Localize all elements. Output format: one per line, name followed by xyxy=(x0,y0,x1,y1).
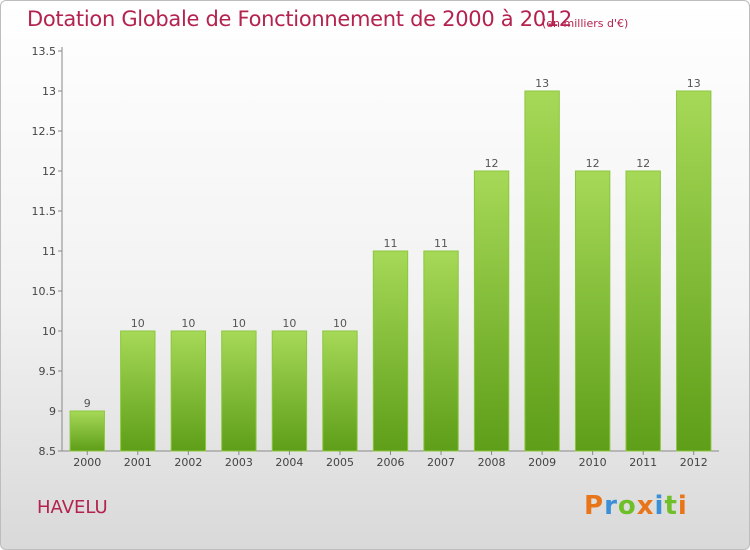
logo-letter: i xyxy=(654,491,665,521)
x-tick-label: 2010 xyxy=(579,456,607,469)
bar xyxy=(423,250,459,452)
bar xyxy=(69,410,105,452)
bar xyxy=(372,250,409,452)
y-tick-label: 13.5 xyxy=(32,45,57,58)
bar xyxy=(524,90,560,452)
bar-value-label: 12 xyxy=(586,157,600,170)
bar xyxy=(322,330,358,452)
x-tick-label: 2000 xyxy=(73,456,101,469)
logo-letter: r xyxy=(604,491,618,521)
bar-value-label: 10 xyxy=(333,317,347,330)
x-tick-label: 2003 xyxy=(225,456,253,469)
bar xyxy=(473,170,510,452)
x-tick-label: 2004 xyxy=(275,456,303,469)
y-tick-label: 11.5 xyxy=(32,205,57,218)
bar-value-label: 12 xyxy=(636,157,650,170)
y-tick-label: 8.5 xyxy=(39,445,57,458)
logo-letter: x xyxy=(636,491,655,521)
chart-subtitle: (en milliers d'€) xyxy=(542,17,629,30)
bar-value-label: 11 xyxy=(384,237,398,250)
logo-letter: P xyxy=(584,491,605,521)
logo-letter: o xyxy=(617,491,637,521)
x-tick-label: 2012 xyxy=(680,456,708,469)
bar-value-label: 9 xyxy=(84,397,91,410)
x-tick-label: 2007 xyxy=(427,456,455,469)
x-tick-label: 2011 xyxy=(629,456,657,469)
bar-value-label: 12 xyxy=(485,157,499,170)
bar xyxy=(221,330,257,452)
bar xyxy=(625,170,661,452)
bar xyxy=(120,330,156,452)
y-tick-label: 13 xyxy=(42,85,56,98)
x-tick-label: 2008 xyxy=(478,456,506,469)
bar xyxy=(676,90,712,452)
y-tick-label: 12.5 xyxy=(32,125,57,138)
bar-value-label: 10 xyxy=(232,317,246,330)
bar-value-label: 13 xyxy=(687,77,701,90)
y-tick-label: 9 xyxy=(49,405,56,418)
x-tick-label: 2006 xyxy=(377,456,405,469)
x-tick-label: 2001 xyxy=(124,456,152,469)
x-tick-label: 2002 xyxy=(174,456,202,469)
y-tick-label: 10 xyxy=(42,325,56,338)
x-tick-label: 2009 xyxy=(528,456,556,469)
y-tick-label: 10.5 xyxy=(32,285,57,298)
y-tick-label: 12 xyxy=(42,165,56,178)
bar-value-label: 10 xyxy=(181,317,195,330)
y-tick-label: 11 xyxy=(42,245,56,258)
bar-value-label: 10 xyxy=(282,317,296,330)
bar xyxy=(170,330,207,452)
bar-value-label: 11 xyxy=(434,237,448,250)
logo-letter: t xyxy=(664,491,678,521)
logo-letter: i xyxy=(677,491,688,521)
bar-value-label: 10 xyxy=(131,317,145,330)
proxiti-logo: Proxiti xyxy=(584,491,688,521)
bar-value-label: 13 xyxy=(535,77,549,90)
chart-title: Dotation Globale de Fonctionnement de 20… xyxy=(27,7,572,31)
bar xyxy=(574,170,611,452)
x-tick-label: 2005 xyxy=(326,456,354,469)
bar xyxy=(271,330,308,452)
y-tick-label: 9.5 xyxy=(39,365,57,378)
commune-name: HAVELU xyxy=(37,497,108,518)
